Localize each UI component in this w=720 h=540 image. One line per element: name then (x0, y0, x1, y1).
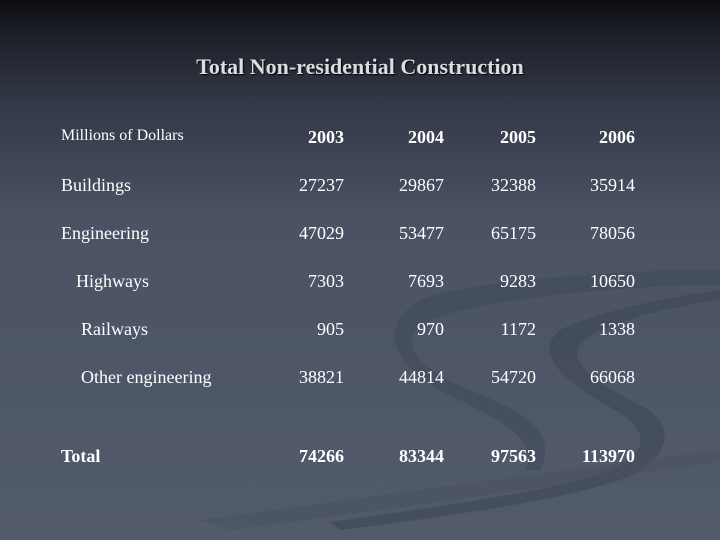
cell-buildings-2003: 27237 (299, 175, 344, 195)
cell-engineering-2006: 78056 (590, 223, 635, 243)
cell-buildings-2005: 32388 (491, 175, 536, 195)
cell-highways-2005: 9283 (500, 271, 536, 291)
cell-total-2003: 74266 (299, 446, 344, 466)
column-header-2005: 2005 (500, 127, 536, 147)
row-label-other-engineering: Other engineering (81, 367, 212, 387)
cell-railways-2003: 905 (317, 319, 344, 339)
column-header-2006: 2006 (599, 127, 635, 147)
cell-railways-2005: 1172 (500, 319, 536, 339)
cell-engineering-2004: 53477 (399, 223, 444, 243)
column-header-2003: 2003 (308, 127, 344, 147)
cell-other-engineering-2003: 38821 (299, 367, 344, 387)
row-label-engineering: Engineering (61, 223, 149, 243)
cell-other-engineering-2004: 44814 (399, 367, 444, 387)
cell-engineering-2005: 65175 (491, 223, 536, 243)
row-label-total: Total (61, 446, 101, 466)
cell-total-2004: 83344 (399, 446, 444, 466)
cell-railways-2006: 1338 (599, 319, 635, 339)
cell-other-engineering-2006: 66068 (590, 367, 635, 387)
cell-highways-2006: 10650 (590, 271, 635, 291)
cell-highways-2004: 7693 (408, 271, 444, 291)
unit-label: Millions of Dollars (61, 127, 184, 144)
cell-highways-2003: 7303 (308, 271, 344, 291)
cell-railways-2004: 970 (417, 319, 444, 339)
row-label-buildings: Buildings (61, 175, 132, 195)
cell-other-engineering-2005: 54720 (491, 367, 536, 387)
row-label-highways: Highways (76, 271, 149, 291)
cell-buildings-2004: 29867 (399, 175, 444, 195)
cell-total-2005: 97563 (491, 446, 536, 466)
cell-engineering-2003: 47029 (299, 223, 344, 243)
row-label-railways: Railways (81, 319, 148, 339)
cell-total-2006: 113970 (581, 446, 635, 466)
column-header-2004: 2004 (408, 127, 444, 147)
slide-title: Total Non-residential Construction (196, 54, 524, 79)
cell-buildings-2006: 35914 (590, 175, 635, 195)
